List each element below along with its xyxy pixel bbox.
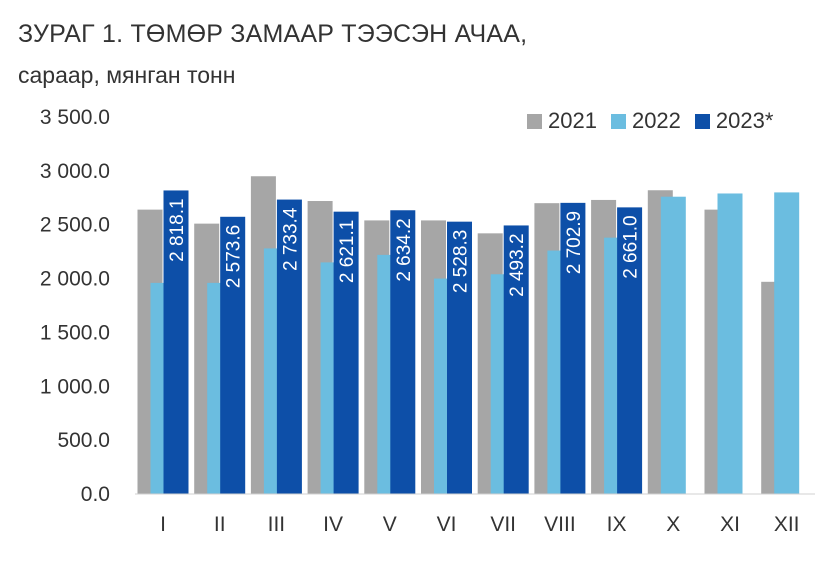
chart-title: ЗУРАГ 1. ТӨМӨР ЗАМААР ТЭЭСЭН АЧАА, — [18, 20, 528, 48]
x-tick-label: VII — [490, 513, 516, 536]
data-label: 2 818.1 — [167, 198, 188, 261]
y-tick-label: 500.0 — [57, 429, 110, 452]
legend-swatch-2022 — [610, 113, 626, 129]
bar-2023-VIII — [560, 202, 586, 494]
bar-2023-VI — [447, 221, 472, 495]
data-label: 2 733.4 — [280, 207, 301, 271]
data-label: 2 573.6 — [224, 225, 245, 288]
chart-subtitle: сараар, мянган тонн — [18, 62, 236, 88]
x-tick-label: II — [214, 513, 226, 536]
bar-2023-I — [163, 190, 189, 494]
y-tick-label: 0.0 — [81, 483, 110, 506]
x-tick-label: VI — [437, 513, 457, 536]
y-tick-label: 2 000.0 — [40, 268, 110, 291]
x-tick-label: XI — [720, 513, 740, 536]
data-label: 2 493.2 — [507, 233, 528, 296]
bar-2022-X — [660, 196, 686, 495]
x-tick-label: X — [666, 513, 680, 536]
bar-2023-V — [390, 210, 416, 494]
x-tick-label: VIII — [544, 513, 576, 536]
x-tick-label: IV — [323, 513, 343, 536]
y-tick-label: 3 500.0 — [40, 106, 110, 129]
bar-2022-XII — [774, 192, 800, 494]
data-label: 2 634.2 — [394, 218, 415, 281]
x-tick-label: I — [160, 513, 166, 536]
data-label: 2 528.3 — [451, 230, 472, 293]
y-tick-label: 3 000.0 — [40, 160, 110, 183]
bar-2022-XI — [717, 193, 743, 494]
legend-swatch-2023 — [694, 113, 710, 129]
legend-item-2023: 2023* — [694, 108, 774, 134]
x-tick-label: XII — [774, 513, 800, 536]
legend-item-2021: 2021 — [527, 108, 597, 134]
legend-label-2021: 2021 — [548, 108, 597, 133]
x-tick-label: IX — [607, 513, 627, 536]
legend: 2021 2022 2023* — [527, 108, 773, 134]
y-tick-label: 1 500.0 — [40, 321, 110, 344]
legend-swatch-2021 — [527, 113, 542, 129]
data-label: 2 621.1 — [337, 220, 358, 283]
data-label: 2 661.0 — [621, 215, 642, 278]
x-tick-label: V — [383, 513, 397, 536]
y-tick-label: 2 500.0 — [40, 214, 110, 237]
legend-item-2022: 2022 — [610, 108, 681, 134]
bar-2023-II — [220, 216, 246, 495]
y-tick-label: 1 000.0 — [40, 375, 110, 398]
legend-label-2022: 2022 — [631, 108, 681, 133]
bar-2023-III — [276, 199, 302, 494]
bar-2023-IX — [617, 207, 643, 494]
bar-2023-IV — [333, 211, 359, 494]
bar-2023-VII — [503, 225, 529, 494]
data-label: 2 702.9 — [564, 211, 585, 274]
legend-label-2023: 2023* — [715, 108, 774, 133]
x-tick-label: III — [268, 513, 286, 536]
